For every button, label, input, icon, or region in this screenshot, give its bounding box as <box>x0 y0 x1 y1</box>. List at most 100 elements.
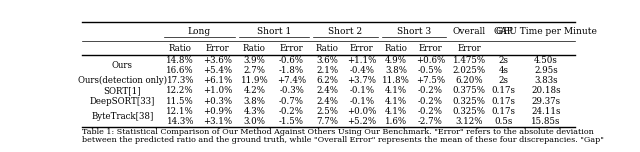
Text: 3.6%: 3.6% <box>316 56 339 65</box>
Text: Ours(detection only): Ours(detection only) <box>78 76 167 85</box>
Text: Short 3: Short 3 <box>397 27 431 36</box>
Text: Error: Error <box>205 44 229 53</box>
Text: +1.1%: +1.1% <box>347 56 376 65</box>
Text: 2.7%: 2.7% <box>243 66 266 75</box>
Text: 7.7%: 7.7% <box>316 117 339 126</box>
Text: -0.2%: -0.2% <box>418 107 443 116</box>
Text: -0.2%: -0.2% <box>418 86 443 95</box>
Text: 11.5%: 11.5% <box>166 97 194 105</box>
Text: 17.3%: 17.3% <box>166 76 194 85</box>
Text: -0.3%: -0.3% <box>279 86 304 95</box>
Text: 0.5s: 0.5s <box>494 117 513 126</box>
Text: Ratio: Ratio <box>385 44 408 53</box>
Text: -1.5%: -1.5% <box>279 117 304 126</box>
Text: 3.83s: 3.83s <box>534 76 558 85</box>
Text: Short 1: Short 1 <box>257 27 291 36</box>
Text: +0.9%: +0.9% <box>203 107 232 116</box>
Text: GPU Time per Minute: GPU Time per Minute <box>495 27 596 36</box>
Text: 11.9%: 11.9% <box>241 76 268 85</box>
Text: 0.17s: 0.17s <box>492 97 515 105</box>
Text: 0.17s: 0.17s <box>492 107 515 116</box>
Text: -2.7%: -2.7% <box>418 117 443 126</box>
Text: Ratio: Ratio <box>169 44 191 53</box>
Text: 6.2%: 6.2% <box>316 76 339 85</box>
Text: Ours: Ours <box>112 61 133 70</box>
Text: Overall: Overall <box>452 27 486 36</box>
Text: SORT[1]: SORT[1] <box>104 86 141 95</box>
Text: -1.8%: -1.8% <box>279 66 304 75</box>
Text: 11.8%: 11.8% <box>382 76 410 85</box>
Text: between the predicted ratio and the ground truth, while "Overall Error" represen: between the predicted ratio and the grou… <box>83 136 604 144</box>
Text: 3.8%: 3.8% <box>385 66 407 75</box>
Text: 24.11s: 24.11s <box>531 107 561 116</box>
Text: 2.1%: 2.1% <box>316 66 339 75</box>
Text: 2s: 2s <box>499 56 508 65</box>
Text: 2.4%: 2.4% <box>316 86 339 95</box>
Text: 4.9%: 4.9% <box>385 56 407 65</box>
Text: -0.1%: -0.1% <box>349 97 374 105</box>
Text: +3.1%: +3.1% <box>203 117 232 126</box>
Text: 3.0%: 3.0% <box>243 117 266 126</box>
Text: 14.3%: 14.3% <box>166 117 194 126</box>
Text: Error: Error <box>280 44 303 53</box>
Text: ByteTrack[38]: ByteTrack[38] <box>91 112 154 121</box>
Text: +0.6%: +0.6% <box>416 56 445 65</box>
Text: 0.325%: 0.325% <box>452 107 486 116</box>
Text: 4s: 4s <box>499 66 508 75</box>
Text: +1.0%: +1.0% <box>203 86 232 95</box>
Text: 4.1%: 4.1% <box>385 107 407 116</box>
Text: -0.4%: -0.4% <box>349 66 374 75</box>
Text: 29.37s: 29.37s <box>532 97 561 105</box>
Text: 6.20%: 6.20% <box>455 76 483 85</box>
Text: +3.6%: +3.6% <box>203 56 232 65</box>
Text: +7.4%: +7.4% <box>277 76 306 85</box>
Text: Error: Error <box>457 44 481 53</box>
Text: +3.7%: +3.7% <box>348 76 376 85</box>
Text: GAP: GAP <box>493 27 513 36</box>
Text: 3.9%: 3.9% <box>243 56 266 65</box>
Text: Ratio: Ratio <box>243 44 266 53</box>
Text: -0.7%: -0.7% <box>279 97 304 105</box>
Text: 2.95s: 2.95s <box>534 66 558 75</box>
Text: 3.12%: 3.12% <box>455 117 483 126</box>
Text: 0.325%: 0.325% <box>452 97 486 105</box>
Text: -0.1%: -0.1% <box>349 86 374 95</box>
Text: +7.5%: +7.5% <box>416 76 445 85</box>
Text: 12.2%: 12.2% <box>166 86 194 95</box>
Text: Ratio: Ratio <box>316 44 339 53</box>
Text: Long: Long <box>188 27 211 36</box>
Text: -0.5%: -0.5% <box>418 66 443 75</box>
Text: 0.17s: 0.17s <box>492 86 515 95</box>
Text: 3.8%: 3.8% <box>243 97 266 105</box>
Text: -0.2%: -0.2% <box>279 107 304 116</box>
Text: 16.6%: 16.6% <box>166 66 194 75</box>
Text: 0.375%: 0.375% <box>452 86 486 95</box>
Text: 12.1%: 12.1% <box>166 107 194 116</box>
Text: -0.2%: -0.2% <box>418 97 443 105</box>
Text: 4.1%: 4.1% <box>385 97 407 105</box>
Text: 4.50s: 4.50s <box>534 56 558 65</box>
Text: 1.475%: 1.475% <box>452 56 486 65</box>
Text: +0.0%: +0.0% <box>347 107 376 116</box>
Text: +5.2%: +5.2% <box>348 117 376 126</box>
Text: DeepSORT[33]: DeepSORT[33] <box>90 97 155 105</box>
Text: 1.6%: 1.6% <box>385 117 407 126</box>
Text: +0.3%: +0.3% <box>203 97 232 105</box>
Text: +5.4%: +5.4% <box>203 66 232 75</box>
Text: -0.6%: -0.6% <box>279 56 304 65</box>
Text: 15.85s: 15.85s <box>531 117 561 126</box>
Text: 4.1%: 4.1% <box>385 86 407 95</box>
Text: 4.2%: 4.2% <box>243 86 266 95</box>
Text: 2s: 2s <box>499 76 508 85</box>
Text: 4.3%: 4.3% <box>243 107 266 116</box>
Text: 2.025%: 2.025% <box>452 66 486 75</box>
Text: Error: Error <box>419 44 442 53</box>
Text: Error: Error <box>350 44 374 53</box>
Text: Table 1: Statistical Comparison of Our Method Against Others Using Our Benchmark: Table 1: Statistical Comparison of Our M… <box>83 128 595 136</box>
Text: 2.5%: 2.5% <box>316 107 339 116</box>
Text: 2.4%: 2.4% <box>316 97 339 105</box>
Text: 14.8%: 14.8% <box>166 56 194 65</box>
Text: +6.1%: +6.1% <box>203 76 232 85</box>
Text: Short 2: Short 2 <box>328 27 362 36</box>
Text: 20.18s: 20.18s <box>531 86 561 95</box>
